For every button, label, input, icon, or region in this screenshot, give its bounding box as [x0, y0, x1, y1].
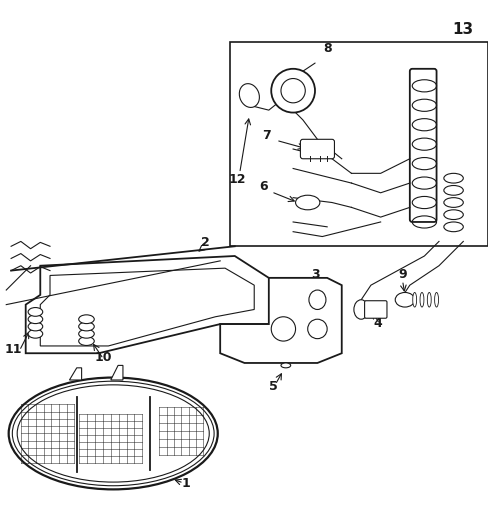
Ellipse shape	[28, 315, 42, 324]
Ellipse shape	[411, 99, 436, 111]
Ellipse shape	[443, 174, 462, 183]
Ellipse shape	[9, 377, 217, 489]
Polygon shape	[26, 256, 326, 353]
Ellipse shape	[443, 185, 462, 195]
Circle shape	[281, 78, 305, 103]
Text: 7: 7	[262, 130, 270, 142]
Ellipse shape	[411, 177, 436, 189]
Circle shape	[271, 69, 314, 113]
Text: 1: 1	[182, 477, 190, 490]
Ellipse shape	[308, 290, 325, 309]
Ellipse shape	[79, 337, 94, 346]
Text: 8: 8	[322, 42, 331, 55]
Ellipse shape	[427, 292, 430, 307]
Ellipse shape	[411, 80, 436, 92]
Ellipse shape	[443, 222, 462, 232]
Ellipse shape	[28, 329, 42, 338]
Bar	[229, 42, 487, 246]
Ellipse shape	[28, 322, 42, 331]
Text: 12: 12	[228, 173, 245, 186]
Text: 13: 13	[452, 22, 473, 37]
Ellipse shape	[411, 119, 436, 131]
FancyBboxPatch shape	[300, 139, 334, 159]
Text: 6: 6	[259, 180, 268, 194]
Text: 2: 2	[201, 236, 209, 249]
Ellipse shape	[394, 292, 414, 307]
Ellipse shape	[17, 385, 209, 482]
Ellipse shape	[411, 158, 436, 169]
Polygon shape	[69, 368, 81, 380]
Ellipse shape	[434, 292, 438, 307]
Text: 10: 10	[95, 351, 112, 364]
Ellipse shape	[412, 292, 416, 307]
FancyBboxPatch shape	[364, 301, 386, 318]
Polygon shape	[111, 366, 122, 380]
Ellipse shape	[28, 308, 42, 316]
Text: 5: 5	[269, 380, 278, 393]
Ellipse shape	[353, 300, 368, 319]
Ellipse shape	[79, 329, 94, 338]
Ellipse shape	[79, 322, 94, 331]
Text: 11: 11	[5, 343, 22, 356]
Ellipse shape	[411, 216, 436, 228]
Ellipse shape	[79, 315, 94, 324]
Ellipse shape	[443, 210, 462, 220]
Ellipse shape	[12, 381, 214, 486]
Circle shape	[307, 319, 326, 338]
Ellipse shape	[295, 195, 319, 210]
Polygon shape	[220, 278, 341, 363]
Text: 4: 4	[373, 316, 382, 330]
Ellipse shape	[239, 83, 259, 108]
Ellipse shape	[411, 197, 436, 208]
Ellipse shape	[281, 363, 290, 368]
Text: 3: 3	[310, 268, 319, 281]
Circle shape	[271, 317, 295, 341]
Ellipse shape	[419, 292, 423, 307]
Ellipse shape	[411, 138, 436, 150]
Text: 9: 9	[397, 268, 406, 281]
Ellipse shape	[443, 198, 462, 207]
